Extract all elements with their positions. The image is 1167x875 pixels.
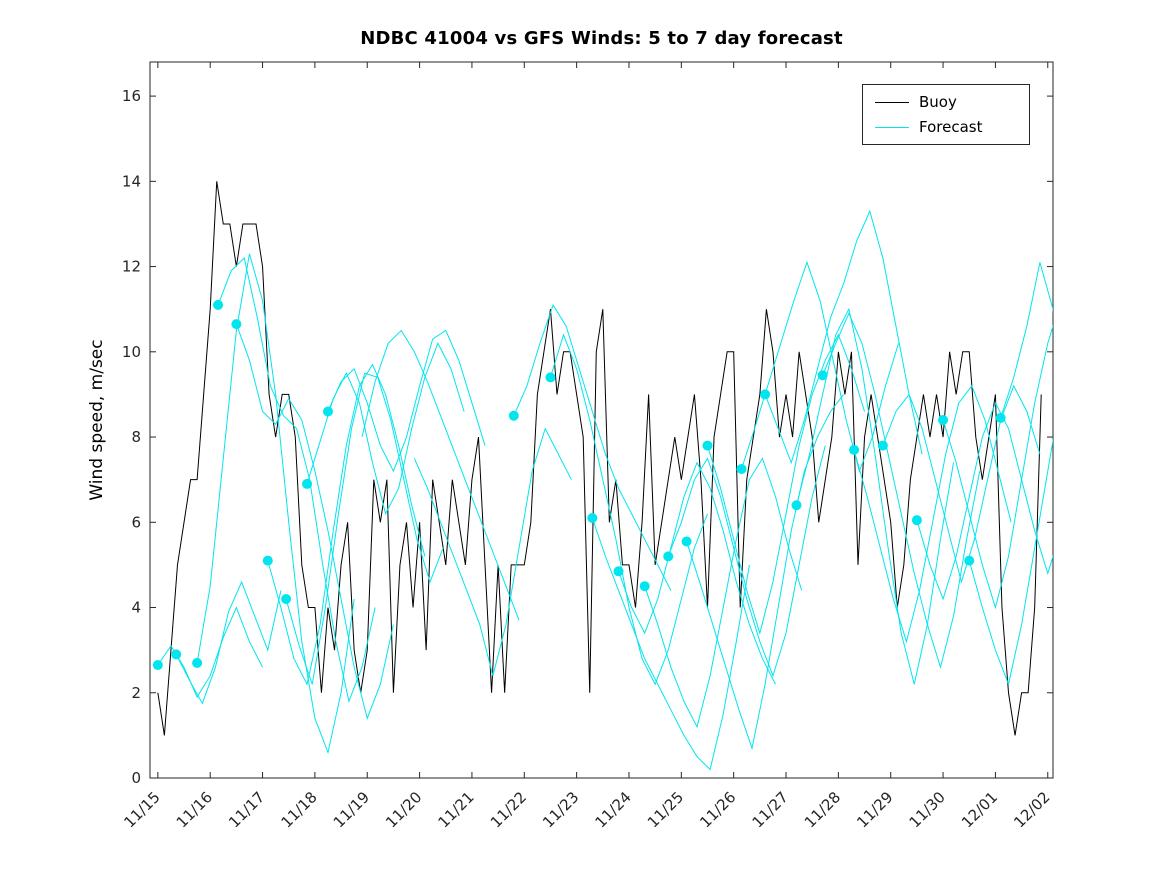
buoy-line-swatch [875,101,909,103]
svg-text:12: 12 [122,258,141,276]
svg-text:11/26: 11/26 [696,788,739,831]
svg-text:12/01: 12/01 [958,788,1001,831]
svg-text:11/21: 11/21 [434,788,477,831]
y-axis-label: Wind speed, m/sec [87,339,107,501]
legend-label-buoy: Buoy [919,93,957,111]
svg-text:11/17: 11/17 [225,788,268,831]
svg-text:11/27: 11/27 [749,788,792,831]
legend-item-forecast: Forecast [875,118,1017,136]
svg-text:11/22: 11/22 [487,788,530,831]
svg-text:11/23: 11/23 [539,788,582,831]
svg-text:0: 0 [131,769,141,787]
svg-text:12/02: 12/02 [1010,788,1053,831]
svg-text:8: 8 [131,428,141,446]
legend-item-buoy: Buoy [875,93,1017,111]
svg-text:11/25: 11/25 [644,788,687,831]
svg-text:4: 4 [131,599,141,617]
svg-text:14: 14 [122,172,141,190]
svg-text:11/24: 11/24 [592,788,635,831]
legend: Buoy Forecast [862,84,1030,145]
svg-text:11/28: 11/28 [801,788,844,831]
svg-text:11/29: 11/29 [853,788,896,831]
svg-text:11/19: 11/19 [330,788,373,831]
svg-text:11/16: 11/16 [173,788,216,831]
chart-title: NDBC 41004 vs GFS Winds: 5 to 7 day fore… [360,28,843,49]
svg-text:10: 10 [122,343,141,361]
svg-text:11/20: 11/20 [382,788,425,831]
svg-text:11/30: 11/30 [906,788,949,831]
svg-text:6: 6 [131,513,141,531]
legend-label-forecast: Forecast [919,118,983,136]
svg-text:11/15: 11/15 [120,788,163,831]
svg-text:11/18: 11/18 [277,788,320,831]
forecast-line-swatch [875,126,909,128]
svg-text:16: 16 [122,87,141,105]
svg-text:2: 2 [131,684,141,702]
